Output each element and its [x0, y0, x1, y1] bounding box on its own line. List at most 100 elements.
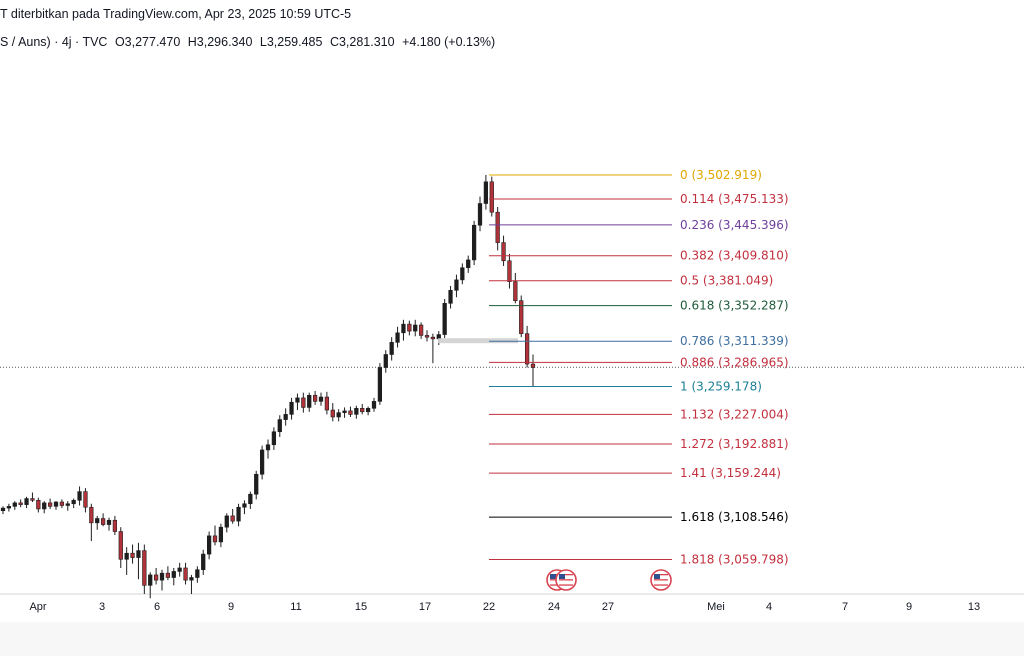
candle [501, 235, 506, 266]
fib-level-label: 1.272 (3,192.881) [680, 437, 789, 451]
candle [342, 407, 347, 418]
candle [295, 393, 300, 411]
candle [530, 354, 536, 387]
x-tick-label: 6 [154, 601, 160, 613]
change-value: +4.180 (+0.13%) [402, 35, 496, 49]
candle-body-up [448, 289, 453, 304]
candle-body-up [271, 431, 277, 446]
candles [0, 174, 536, 599]
candle [454, 274, 459, 298]
candle-body-up [24, 498, 29, 505]
candle [336, 409, 341, 422]
candle-body-up [395, 332, 400, 343]
candle [183, 562, 188, 585]
candle [430, 333, 436, 364]
candle [12, 501, 17, 510]
candle-body-up [259, 449, 265, 475]
candle-body-up [148, 574, 153, 586]
published-text: T diterbitkan pada TradingView.com, Apr … [0, 7, 352, 21]
x-tick-label: Apr [29, 601, 46, 613]
candle-body-up [383, 354, 388, 368]
fib-level-label: 0.618 (3,352.287) [680, 299, 789, 313]
candle-body-up [77, 491, 82, 501]
candle [165, 566, 171, 581]
candle [65, 501, 70, 511]
x-tick-label: 22 [483, 601, 495, 613]
fib-level-label: 1 (3,259.178) [680, 379, 762, 393]
candle [424, 330, 430, 342]
candle [466, 255, 471, 273]
candle [71, 498, 76, 509]
us-flag-icon[interactable] [650, 569, 672, 591]
candle [206, 531, 212, 560]
candle-body-down [507, 260, 512, 282]
candle-body-down [348, 410, 353, 415]
candle-body-up [53, 501, 59, 507]
candle [277, 415, 282, 437]
candle [0, 506, 6, 515]
candle [460, 263, 465, 285]
candle [407, 320, 412, 336]
candle-body-down [360, 408, 365, 413]
candle [495, 206, 500, 251]
published-caption: T diterbitkan pada TradingView.com, Apr … [0, 7, 355, 21]
candle [59, 499, 65, 509]
event-markers[interactable] [546, 569, 672, 591]
candle [354, 405, 359, 419]
candle-body-up [442, 303, 447, 335]
candle-body-down [165, 572, 171, 578]
candle-body-down [100, 518, 106, 525]
candle-body-down [312, 394, 318, 402]
fib-retracement[interactable]: 0 (3,502.919) 0.114 (3,475.133) 0.236 (3,4… [489, 168, 789, 567]
candle-body-down [47, 502, 53, 507]
candle [47, 498, 53, 509]
candle-body-down [36, 499, 41, 510]
candle [153, 567, 159, 585]
candle [330, 403, 335, 422]
candle-body-up [460, 267, 465, 281]
candle [289, 397, 294, 420]
candle [371, 397, 377, 412]
candle-body-down [89, 506, 94, 524]
candle [413, 319, 418, 337]
candle-body-up [95, 518, 100, 524]
candle-body-down [183, 567, 188, 581]
candle-body-up [224, 515, 229, 528]
candle [89, 503, 94, 542]
candle [301, 392, 306, 413]
candle-body-down [118, 531, 123, 560]
candle [483, 174, 489, 210]
fib-level-label: 1.818 (3,059.798) [680, 552, 789, 566]
candle [177, 562, 182, 577]
candle [377, 363, 383, 405]
candle [524, 325, 530, 368]
fib-level-label: 0 (3,502.919) [680, 168, 762, 182]
candle-body-up [206, 535, 212, 555]
symbol-legend[interactable]: S / Auns) · 4j · TVC O3,277.470 H3,296.3… [0, 35, 499, 49]
candle-body-down [330, 409, 335, 418]
candle-body-up [65, 503, 70, 506]
candle-body-up [413, 324, 418, 332]
x-tick-label: 7 [842, 601, 848, 613]
candle-body-down [130, 552, 135, 558]
candle [212, 525, 218, 546]
us-flag-icon[interactable] [555, 569, 577, 591]
candle-body-up [177, 567, 182, 572]
symbol-text[interactable]: S / Auns) · 4j · TVC [0, 35, 108, 49]
candle-body-up [201, 553, 206, 571]
high-value: H3,296.340 [187, 35, 253, 49]
candle-body-up [466, 259, 471, 269]
candle-body-down [513, 281, 518, 302]
candle [265, 439, 271, 459]
fib-level-label: 0.236 (3,445.396) [680, 218, 789, 232]
candle-body-up [377, 367, 383, 402]
candle-body-up [471, 224, 477, 261]
candle-body-up [342, 410, 347, 413]
candle-body-down [142, 550, 147, 586]
candle [389, 337, 394, 361]
candle [395, 326, 400, 348]
time-axis-band[interactable] [0, 622, 1024, 656]
candle [360, 403, 365, 415]
